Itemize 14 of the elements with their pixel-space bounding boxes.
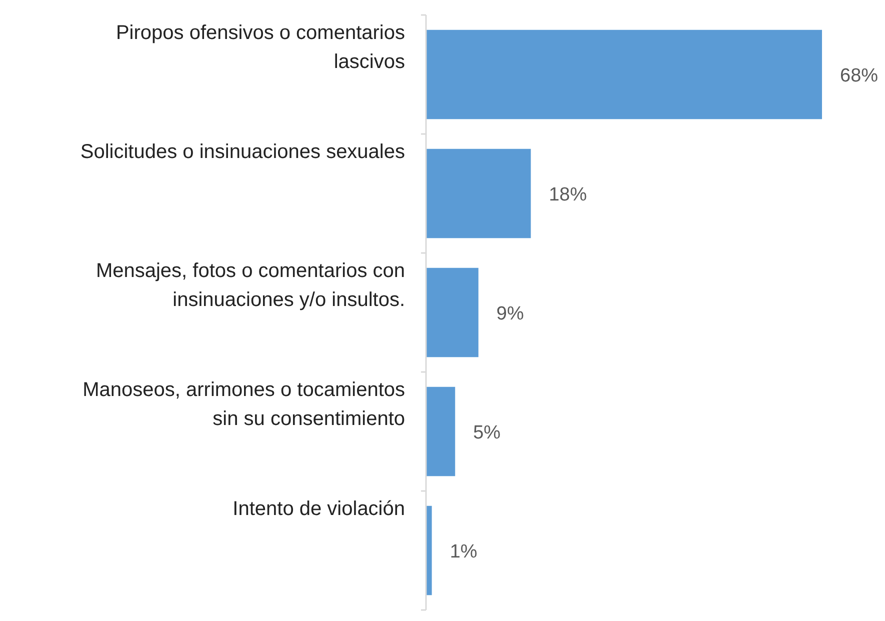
y-tick-label: Piropos ofensivos o comentarios lascivos bbox=[116, 22, 405, 73]
y-tick-label: Solicitudes o insinuaciones sexuales bbox=[80, 141, 405, 163]
y-tick-label: Manoseos, arrimones o tocamientos sin su consentimiento bbox=[82, 379, 405, 430]
data-label: 9% bbox=[496, 304, 524, 324]
data-label: 18% bbox=[548, 184, 587, 206]
data-label: 5% bbox=[473, 422, 501, 444]
data-label: 1% bbox=[450, 542, 478, 562]
data-label: 68% bbox=[840, 66, 878, 86]
bar bbox=[426, 30, 822, 120]
bar bbox=[426, 386, 456, 476]
y-tick-label: Mensajes, fotos o comentarios con insinuaciones y/o insultos. bbox=[96, 260, 405, 311]
y-tick-label: Intento de violación bbox=[232, 498, 405, 520]
bar bbox=[426, 148, 531, 238]
bar bbox=[426, 268, 478, 358]
